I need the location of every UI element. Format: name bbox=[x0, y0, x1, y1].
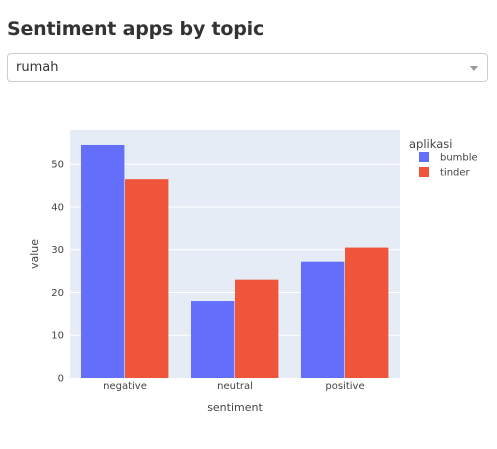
y-tick-label: 10 bbox=[51, 331, 64, 342]
x-axis-ticks: negative neutral positive bbox=[103, 381, 364, 392]
bars bbox=[81, 144, 389, 378]
topic-dropdown[interactable]: rumah bbox=[7, 53, 488, 82]
page-title: Sentiment apps by topic bbox=[7, 18, 265, 40]
bar-tinder-neutral[interactable] bbox=[235, 279, 279, 378]
x-tick-label: neutral bbox=[217, 381, 253, 392]
chevron-down-icon[interactable] bbox=[470, 66, 478, 71]
y-tick-label: 20 bbox=[51, 288, 64, 299]
bar-tinder-positive[interactable] bbox=[345, 247, 389, 378]
legend-swatch bbox=[419, 167, 429, 177]
x-axis-title: sentiment bbox=[207, 401, 263, 414]
bar-bumble-positive[interactable] bbox=[301, 261, 345, 378]
legend-label: bumble bbox=[440, 153, 478, 164]
legend-swatch bbox=[419, 152, 429, 162]
y-tick-label: 50 bbox=[51, 160, 64, 171]
bar-bumble-negative[interactable] bbox=[81, 144, 125, 378]
legend-label: tinder bbox=[440, 168, 471, 179]
legend-item-bumble[interactable]: bumble bbox=[419, 152, 478, 164]
y-tick-label: 30 bbox=[51, 245, 64, 256]
topic-dropdown-value: rumah bbox=[16, 60, 59, 75]
y-axis-ticks: 0 10 20 30 40 50 bbox=[51, 160, 64, 385]
y-tick-label: 40 bbox=[51, 202, 64, 213]
x-tick-label: negative bbox=[103, 381, 147, 392]
legend[interactable]: aplikasi bumble tinder bbox=[409, 137, 478, 179]
legend-title: aplikasi bbox=[409, 137, 452, 151]
y-axis-title: value bbox=[28, 239, 41, 269]
x-tick-label: positive bbox=[325, 381, 364, 392]
bar-tinder-negative[interactable] bbox=[125, 179, 169, 378]
legend-item-tinder[interactable]: tinder bbox=[419, 167, 471, 179]
bar-bumble-neutral[interactable] bbox=[191, 301, 235, 378]
y-tick-label: 0 bbox=[58, 374, 64, 385]
